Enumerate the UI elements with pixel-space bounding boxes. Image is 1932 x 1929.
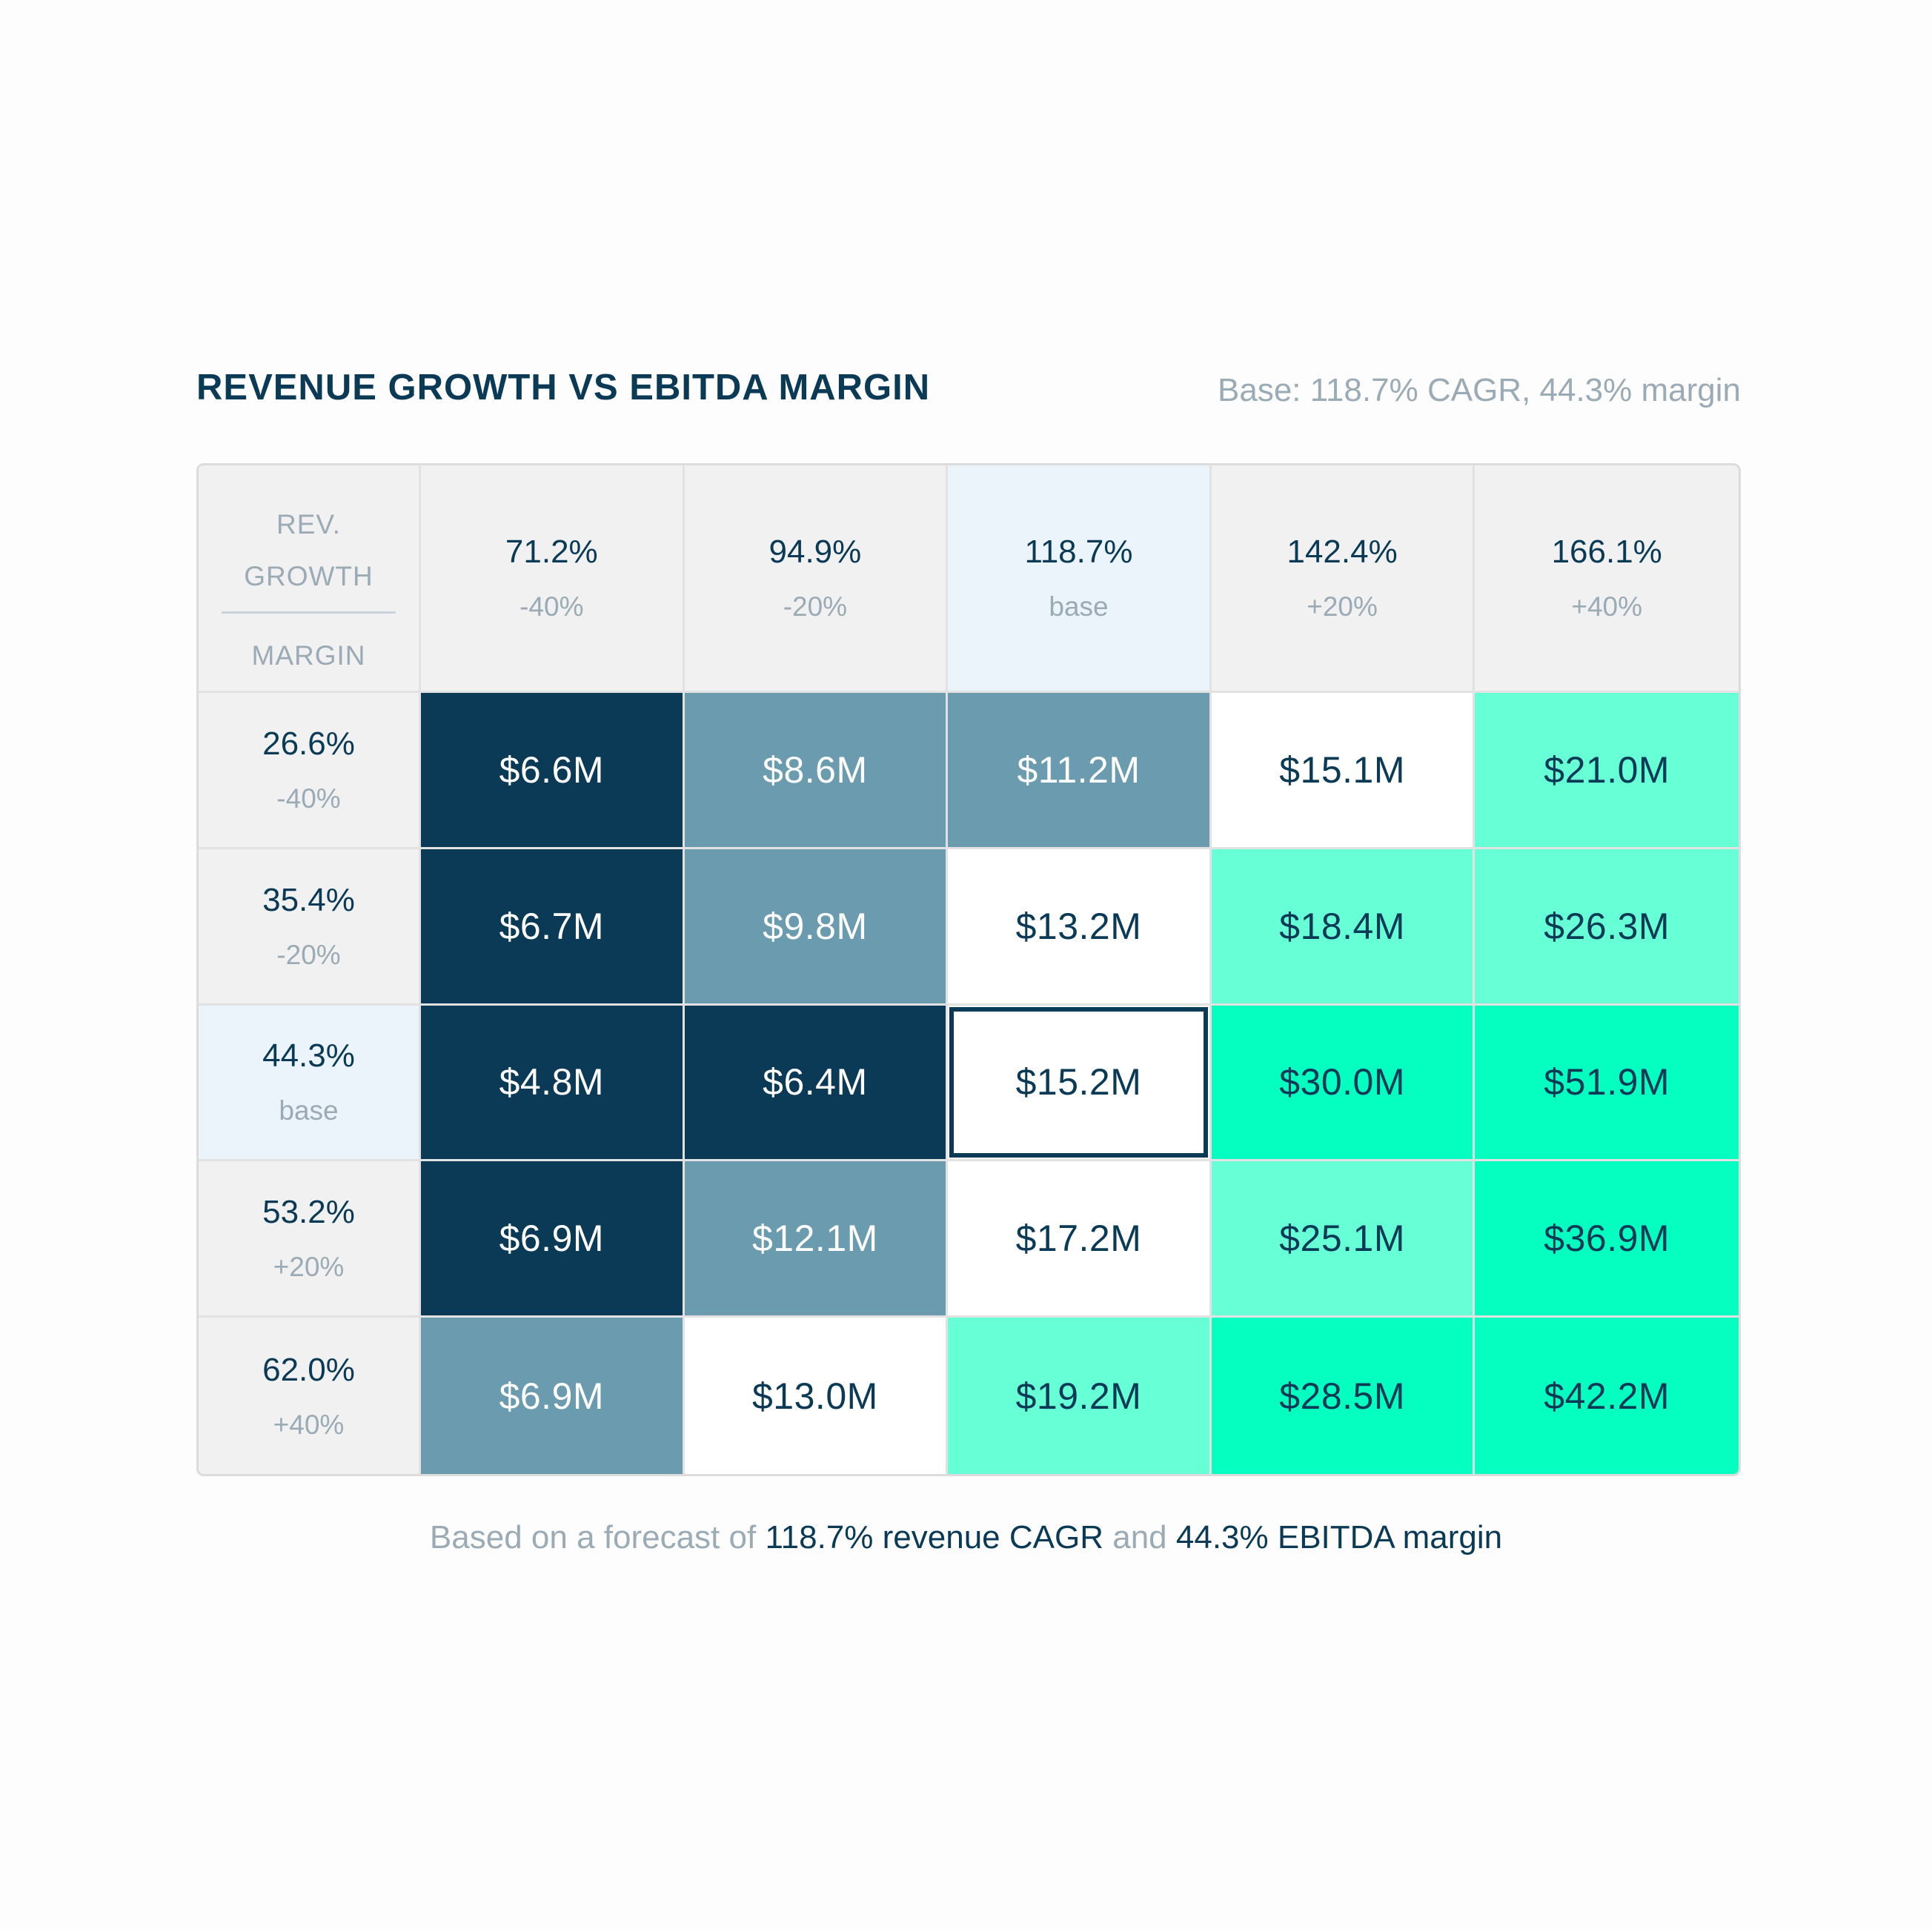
cell-value: $25.1M [1279,1218,1405,1260]
value-cell: $6.6M [421,693,685,849]
row-header: 62.0% +40% [199,1318,421,1474]
cell-value: $21.0M [1544,748,1670,791]
value-cell: $30.0M [1211,1005,1475,1162]
row-header-value: 53.2% [262,1194,355,1231]
sensitivity-table: REV. GROWTH MARGIN 71.2% -40% 94.9% -20% 118… [196,463,1741,1476]
cell-value: $17.2M [1015,1218,1142,1260]
row-header: 26.6% -40% [199,693,421,849]
cell-value: $11.2M [1017,748,1141,791]
corner-axis-label: REV. GROWTH MARGIN [199,465,421,693]
cell-value: $6.9M [499,1218,605,1260]
row-header-delta: +40% [273,1409,345,1440]
value-cell: $6.9M [421,1318,685,1474]
value-cell: $21.0M [1475,693,1739,849]
cell-value: $6.7M [499,905,605,947]
value-cell: $25.1M [1211,1161,1475,1318]
value-cell: $6.4M [684,1005,949,1162]
footnote-cagr: 118.7% revenue CAGR [765,1519,1103,1556]
footnote-margin: 44.3% EBITDA margin [1175,1519,1503,1556]
value-cell: $11.2M [948,693,1212,849]
value-cell: $8.6M [684,693,949,849]
column-header: 166.1% +40% [1475,465,1739,693]
row-axis-label: MARGIN [251,640,366,671]
column-axis-label-line1: REV. [276,509,341,539]
cell-value: $51.9M [1544,1061,1670,1103]
column-header-value: 142.4% [1287,534,1398,570]
column-header-delta: -20% [783,591,848,622]
column-header-value: 166.1% [1551,534,1662,570]
footnote-joiner: and [1112,1519,1167,1556]
cell-value: $18.4M [1279,905,1405,947]
value-cell: $6.7M [421,849,685,1006]
row-header-value: 26.6% [262,725,355,762]
cell-value: $6.4M [763,1061,868,1103]
row-header: 53.2% +20% [199,1161,421,1318]
cell-value: $26.3M [1544,905,1670,947]
cell-value: $4.8M [499,1061,605,1103]
footnote: Based on a forecast of 118.7% revenue CA… [0,1519,1932,1556]
cell-value: $28.5M [1279,1375,1405,1417]
value-cell: $6.9M [421,1161,685,1318]
base-assumption-note: Base: 118.7% CAGR, 44.3% margin [1218,372,1741,408]
cell-value: $15.2M [1015,1061,1142,1103]
column-header: 71.2% -40% [421,465,685,693]
row-header-value: 44.3% [262,1037,355,1075]
cell-value: $8.6M [763,748,868,791]
value-cell: $42.2M [1475,1318,1739,1474]
cell-value: $15.1M [1279,748,1405,791]
value-cell: $4.8M [421,1005,685,1162]
column-header-delta: +40% [1571,591,1643,622]
sensitivity-grid: REV. GROWTH MARGIN 71.2% -40% 94.9% -20% 118… [199,465,1739,1474]
row-header: 35.4% -20% [199,849,421,1006]
value-cell: $26.3M [1475,849,1739,1006]
chart-title: REVENUE GROWTH VS EBITDA MARGIN [196,368,931,408]
cell-value: $42.2M [1544,1375,1670,1417]
row-header-delta: -40% [276,783,341,814]
column-header-delta: +20% [1307,591,1378,622]
cell-value: $9.8M [763,905,868,947]
row-header-delta: +20% [273,1252,345,1283]
column-header: 94.9% -20% [684,465,949,693]
cell-value: $19.2M [1015,1375,1142,1417]
cell-value: $12.1M [752,1218,878,1260]
column-header-value: 71.2% [505,534,598,570]
column-header-value: 94.9% [769,534,862,570]
column-header-delta: -40% [519,591,584,622]
value-cell: $12.1M [684,1161,949,1318]
cell-value: $36.9M [1544,1218,1670,1260]
footnote-prefix: Based on a forecast of [429,1519,757,1556]
value-cell: $18.4M [1211,849,1475,1006]
base-case-cell: $15.2M [948,1005,1212,1162]
value-cell: $17.2M [948,1161,1212,1318]
value-cell: $19.2M [948,1318,1212,1474]
column-header: 142.4% +20% [1211,465,1475,693]
row-header-value: 35.4% [262,881,355,918]
value-cell: $15.1M [1211,693,1475,849]
row-header-value: 62.0% [262,1351,355,1388]
column-header: 118.7% base [948,465,1212,693]
column-axis-label-line2: GROWTH [244,561,374,591]
value-cell: $36.9M [1475,1161,1739,1318]
cell-value: $13.2M [1015,905,1142,947]
value-cell: $9.8M [684,849,949,1006]
column-header-value: 118.7% [1024,534,1133,570]
value-cell: $51.9M [1475,1005,1739,1162]
cell-value: $13.0M [752,1375,878,1417]
column-header-delta: base [1049,591,1109,622]
cell-value: $6.9M [499,1375,605,1417]
cell-value: $30.0M [1279,1061,1405,1103]
value-cell: $28.5M [1211,1318,1475,1474]
value-cell: $13.2M [948,849,1212,1006]
corner-divider [222,611,396,614]
cell-value: $6.6M [499,748,605,791]
value-cell: $13.0M [684,1318,949,1474]
row-header-delta: -20% [276,939,341,970]
row-header-delta: base [279,1095,339,1126]
row-header: 44.3% base [199,1005,421,1162]
